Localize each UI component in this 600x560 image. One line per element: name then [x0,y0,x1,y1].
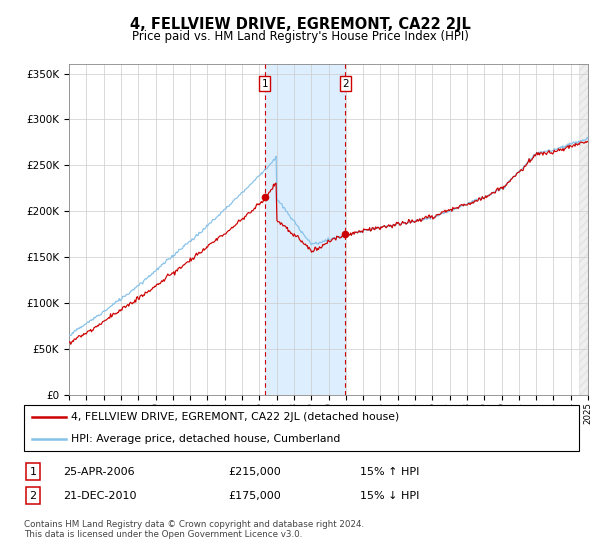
Text: 2: 2 [342,78,349,88]
Text: 1: 1 [262,78,268,88]
Text: Contains HM Land Registry data © Crown copyright and database right 2024.
This d: Contains HM Land Registry data © Crown c… [24,520,364,539]
Text: HPI: Average price, detached house, Cumberland: HPI: Average price, detached house, Cumb… [71,435,341,444]
Text: 21-DEC-2010: 21-DEC-2010 [63,491,137,501]
Text: 15% ↓ HPI: 15% ↓ HPI [360,491,419,501]
Text: 4, FELLVIEW DRIVE, EGREMONT, CA22 2JL (detached house): 4, FELLVIEW DRIVE, EGREMONT, CA22 2JL (d… [71,412,400,422]
FancyBboxPatch shape [24,405,579,451]
Text: £175,000: £175,000 [228,491,281,501]
Bar [580,64,588,395]
Text: 4, FELLVIEW DRIVE, EGREMONT, CA22 2JL: 4, FELLVIEW DRIVE, EGREMONT, CA22 2JL [130,17,470,32]
Text: 25-APR-2006: 25-APR-2006 [63,466,134,477]
Text: Price paid vs. HM Land Registry's House Price Index (HPI): Price paid vs. HM Land Registry's House … [131,30,469,43]
Text: 1: 1 [29,466,37,477]
Text: 2: 2 [29,491,37,501]
Bar [265,64,345,395]
Text: 15% ↑ HPI: 15% ↑ HPI [360,466,419,477]
Text: £215,000: £215,000 [228,466,281,477]
